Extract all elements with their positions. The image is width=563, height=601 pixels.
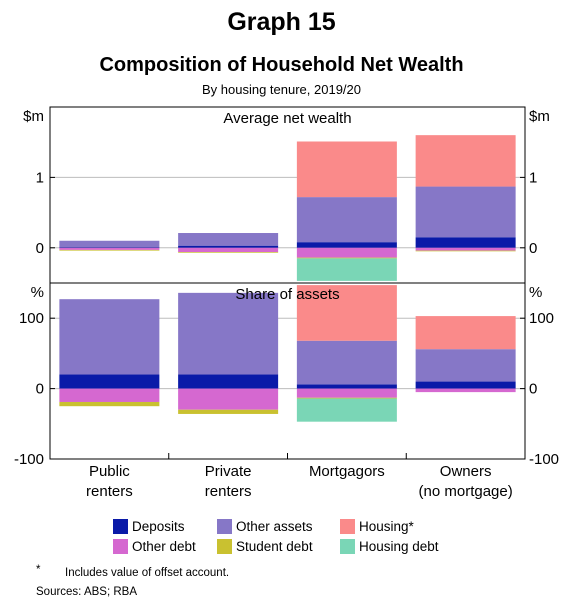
bar-segment — [415, 237, 516, 248]
bar-segment — [178, 233, 279, 246]
legend-label: Housing debt — [359, 539, 439, 554]
bar-segment — [415, 247, 516, 251]
legend-label: Other assets — [236, 519, 313, 534]
axis-unit-label: % — [31, 284, 44, 301]
bar-segment — [59, 240, 160, 248]
bar-segment — [178, 252, 279, 253]
panel-title: Share of assets — [235, 286, 339, 303]
legend-item: Deposits — [113, 519, 185, 534]
category-label: Owners — [440, 463, 492, 480]
axis-unit-label: % — [529, 284, 542, 301]
bar-segment — [296, 242, 397, 248]
legend-swatch — [113, 519, 128, 534]
category-label: Public — [89, 463, 130, 480]
bar-segment — [296, 258, 397, 281]
chart-title: Composition of Household Net Wealth — [99, 54, 464, 76]
bar-segment — [296, 247, 397, 258]
y-tick-label: -100 — [529, 451, 559, 468]
bar-segment — [296, 388, 397, 398]
axis-unit-label: $m — [23, 108, 44, 125]
category-label: Mortgagors — [309, 463, 385, 480]
legend-swatch — [340, 519, 355, 534]
bar-segment — [178, 292, 279, 375]
bar-segment — [59, 401, 160, 407]
legend-item: Other assets — [217, 519, 313, 534]
category-label: Private — [205, 463, 252, 480]
sources: Sources: ABS; RBA — [36, 586, 137, 598]
y-tick-label: 0 — [36, 381, 44, 398]
bar-segment — [296, 141, 397, 198]
legend-item: Housing debt — [340, 539, 439, 554]
y-tick-label: 1 — [529, 169, 537, 186]
bar-segment — [415, 186, 516, 238]
chart-subtitle: By housing tenure, 2019/20 — [201, 82, 361, 97]
legend-item: Other debt — [113, 539, 196, 554]
bar-segment — [415, 381, 516, 389]
bar-segment — [59, 374, 160, 389]
legend-label: Housing* — [359, 519, 414, 534]
bar-segment — [415, 349, 516, 382]
panel-title: Average net wealth — [223, 110, 351, 127]
y-tick-label: -100 — [14, 451, 44, 468]
bar-segment — [59, 388, 160, 402]
bar-segment — [415, 250, 516, 252]
bar-segment — [296, 340, 397, 385]
legend-swatch — [217, 519, 232, 534]
legend-swatch — [217, 539, 232, 554]
category-label: renters — [205, 483, 252, 500]
bar-segment — [415, 316, 516, 350]
axis-unit-label: $m — [529, 108, 550, 125]
bar-segment — [178, 388, 279, 410]
footnote-text: Includes value of offset account. — [65, 567, 230, 579]
bar-segment — [296, 197, 397, 243]
bar-segment — [296, 285, 397, 341]
y-tick-label: 0 — [529, 381, 537, 398]
legend-label: Deposits — [132, 519, 185, 534]
bar-segment — [296, 384, 397, 389]
bar-segment — [178, 374, 279, 389]
bar-segment — [59, 299, 160, 375]
legend-swatch — [340, 539, 355, 554]
bar-segment — [415, 135, 516, 187]
bar-segment — [178, 245, 279, 248]
y-tick-label: 1 — [36, 169, 44, 186]
y-tick-label: 100 — [19, 310, 44, 327]
bar-segment — [178, 409, 279, 414]
bar-segment — [59, 249, 160, 251]
legend-label: Other debt — [132, 539, 196, 554]
legend-label: Student debt — [236, 539, 313, 554]
bar-segment — [296, 398, 397, 422]
bar-segment — [415, 388, 516, 393]
legend-swatch — [113, 539, 128, 554]
bar-segment — [296, 257, 397, 259]
legend-item: Student debt — [217, 539, 313, 554]
bar-segment — [178, 247, 279, 253]
bar-segment — [296, 397, 397, 399]
y-tick-label: 0 — [36, 240, 44, 257]
footnote-marker: * — [36, 564, 41, 576]
bar-segment — [59, 247, 160, 250]
y-tick-label: 0 — [529, 240, 537, 257]
category-label: (no mortgage) — [419, 483, 513, 500]
legend-item: Housing* — [340, 519, 414, 534]
y-tick-label: 100 — [529, 310, 554, 327]
graph-label: Graph 15 — [227, 8, 336, 36]
category-label: renters — [86, 483, 133, 500]
bar-segment — [59, 247, 160, 248]
